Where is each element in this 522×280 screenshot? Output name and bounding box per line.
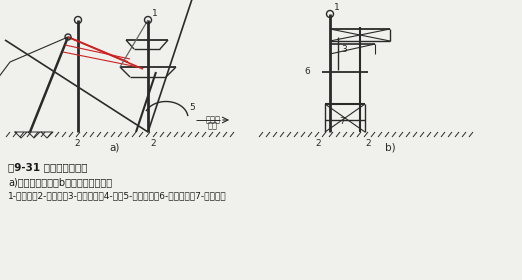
Text: a): a) [110,142,120,152]
Text: 5: 5 [189,103,195,112]
Text: 1-起吊滑轮2-转向滑轮3-起吊钢丝绳4-主杆5-边导线横担6-中导线横担7-控制大绳: 1-起吊滑轮2-转向滑轮3-起吊钢丝绳4-主杆5-边导线横担6-中导线横担7-控… [8,191,227,200]
Text: 1: 1 [334,3,340,12]
Text: 2: 2 [365,139,371,148]
Text: b): b) [385,142,395,152]
Text: 7: 7 [339,117,345,126]
Text: 3: 3 [341,45,347,54]
Text: 2: 2 [74,139,80,148]
Text: a)起吊边导线横担b）起吊中导线横担: a)起吊边导线横担b）起吊中导线横担 [8,177,112,187]
Text: 2: 2 [150,139,156,148]
Text: 至牵引: 至牵引 [206,115,220,124]
Text: 设备: 设备 [208,121,218,130]
Text: 6: 6 [304,67,310,76]
Text: 图9-31 起吊横担布置图: 图9-31 起吊横担布置图 [8,162,88,172]
Text: 2: 2 [315,139,321,148]
Text: 1: 1 [152,9,158,18]
